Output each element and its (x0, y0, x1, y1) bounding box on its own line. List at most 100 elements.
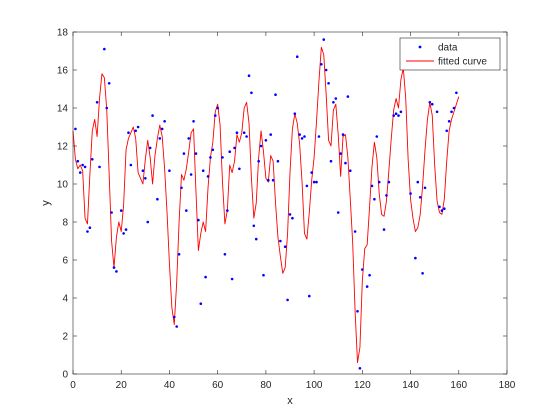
data-point (339, 152, 342, 155)
data-point (156, 197, 159, 201)
data-point (204, 275, 207, 279)
data-point (312, 180, 316, 184)
data-point (216, 106, 219, 110)
data-point (141, 169, 145, 172)
data-point (392, 114, 395, 117)
y-tick-label: 0 (62, 370, 68, 381)
data-point (397, 114, 400, 117)
data-point (175, 325, 178, 328)
legend: data fitted curve (399, 37, 501, 71)
data-point (242, 131, 246, 134)
data-point (105, 106, 109, 110)
data-point (334, 97, 338, 100)
data-point (327, 82, 330, 85)
data-point (252, 224, 256, 228)
data-point (228, 150, 232, 153)
data-point (452, 106, 456, 110)
data-point (288, 213, 292, 216)
data-point (95, 101, 99, 104)
data-point (348, 169, 352, 172)
data-point (129, 163, 133, 167)
data-point (315, 180, 318, 184)
data-point (421, 272, 424, 275)
data-point (134, 129, 137, 133)
data-point (269, 133, 273, 136)
data-points-layer (74, 38, 458, 370)
data-point (158, 137, 162, 140)
data-point (182, 152, 186, 155)
y-tick-label: 14 (57, 104, 69, 115)
data-point (409, 192, 412, 195)
data-point (298, 133, 301, 136)
data-point (163, 120, 166, 123)
data-point (146, 220, 150, 224)
fitted-curve-line (72, 46, 460, 364)
legend-box (399, 37, 501, 71)
x-tick-label: 180 (499, 380, 516, 391)
data-point (267, 178, 270, 182)
data-point (445, 129, 449, 133)
data-point (346, 95, 350, 98)
data-point (423, 186, 427, 190)
data-point (293, 112, 297, 115)
data-point (88, 226, 92, 229)
data-point (365, 285, 369, 288)
y-axis-label: y (40, 200, 52, 206)
data-point (211, 148, 215, 152)
data-point (107, 82, 111, 85)
data-point (455, 91, 458, 95)
x-axis: 0 20 40 60 80 100 120 140 160 180 (70, 32, 516, 391)
data-point (274, 93, 277, 96)
data-point (428, 101, 432, 104)
x-tick-label: 40 (164, 380, 176, 391)
data-point (438, 205, 441, 209)
data-point (201, 169, 205, 172)
data-point (144, 177, 147, 180)
y-tick-label: 8 (62, 218, 68, 229)
y-tick-label: 10 (57, 180, 69, 191)
data-point (192, 120, 195, 123)
data-point (300, 137, 304, 140)
y-tick-label: 2 (62, 332, 68, 343)
data-point (213, 114, 217, 117)
data-point (368, 273, 371, 277)
data-point (185, 209, 188, 212)
data-point (414, 256, 417, 260)
data-point (353, 230, 357, 233)
x-tick-label: 20 (116, 380, 128, 391)
data-point (209, 156, 212, 159)
data-point (394, 112, 398, 115)
data-point (399, 110, 403, 114)
data-point (358, 367, 362, 370)
y-tick-label: 6 (62, 256, 68, 267)
data-point (127, 131, 130, 134)
x-tick-label: 80 (260, 380, 272, 391)
data-point (310, 171, 314, 174)
data-point (238, 167, 241, 171)
data-point (305, 184, 309, 188)
data-point (226, 209, 229, 212)
data-point (264, 139, 268, 142)
data-point (197, 218, 200, 222)
y-tick-label: 16 (57, 66, 69, 77)
data-point (230, 277, 234, 281)
data-point (317, 135, 321, 138)
fitted-curve-layer (72, 46, 460, 364)
x-tick-label: 160 (450, 380, 467, 391)
x-tick-label: 120 (354, 380, 371, 391)
data-point (377, 180, 381, 184)
data-point (271, 178, 275, 182)
data-point (148, 146, 152, 150)
data-point (124, 228, 128, 231)
y-tick-label: 18 (57, 28, 69, 39)
data-point (199, 302, 203, 306)
data-point (450, 110, 453, 114)
data-point (90, 158, 94, 161)
data-point (416, 180, 420, 184)
data-point (303, 135, 306, 138)
data-point (103, 47, 106, 51)
data-point (110, 211, 113, 214)
data-point (435, 110, 439, 114)
data-point (221, 156, 224, 159)
data-point (86, 230, 89, 233)
